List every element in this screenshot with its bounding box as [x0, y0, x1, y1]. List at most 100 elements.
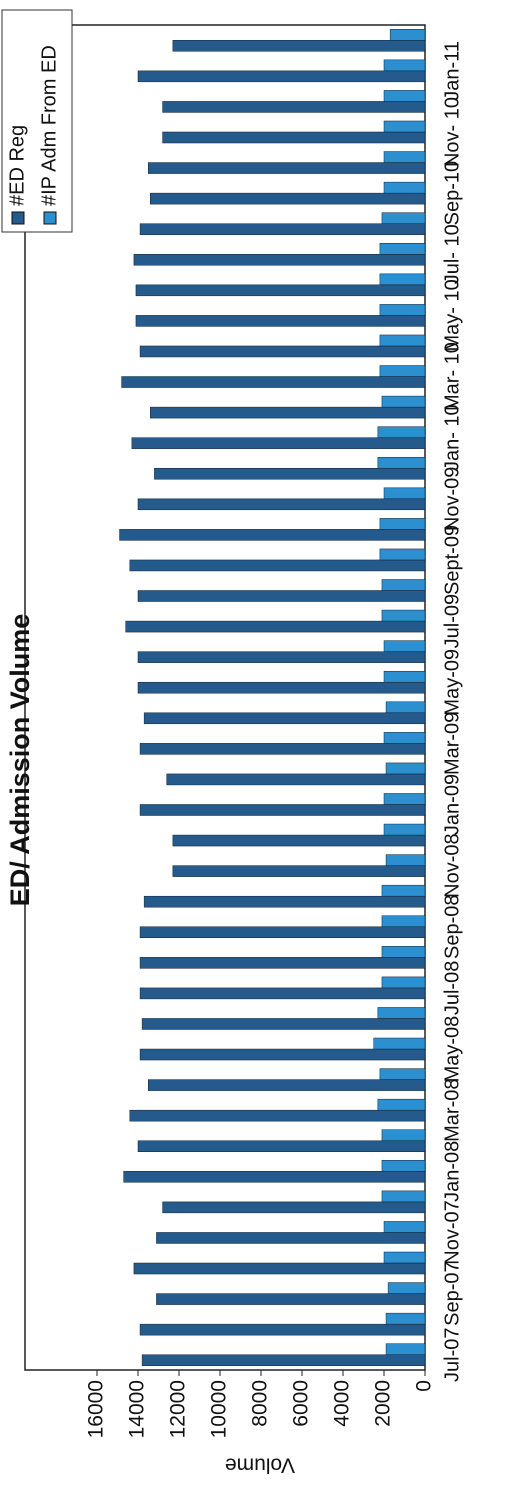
- bar: [125, 620, 426, 633]
- bar: [162, 131, 426, 144]
- bar: [383, 732, 426, 744]
- x-tick-label: Sep-10: [441, 161, 463, 226]
- bar: [381, 915, 426, 928]
- bar: [172, 40, 426, 52]
- bar: [385, 854, 426, 866]
- legend-label: #IP Adm From ED: [38, 45, 60, 206]
- bar: [383, 487, 426, 500]
- y-tick-label: 16000: [85, 1380, 108, 1438]
- bar: [166, 773, 426, 786]
- bar: [379, 334, 426, 347]
- bar: [154, 467, 426, 480]
- bar: [172, 865, 426, 877]
- bar: [162, 1201, 426, 1214]
- bar: [133, 1262, 426, 1275]
- bar: [156, 1293, 426, 1305]
- plot-frame: [24, 24, 426, 1371]
- bar: [383, 823, 426, 836]
- bar: [383, 640, 426, 652]
- x-tick-label: Nov- 10: [441, 97, 463, 167]
- bar: [383, 1221, 426, 1233]
- bar: [133, 254, 426, 266]
- y-tick-label: 6000: [290, 1380, 313, 1427]
- bar: [385, 762, 426, 775]
- bar: [383, 59, 426, 72]
- bar: [377, 1007, 426, 1019]
- bar: [143, 895, 426, 908]
- bar: [379, 365, 426, 377]
- bar: [385, 1343, 426, 1355]
- bar: [381, 395, 426, 408]
- y-tick-label: 2000: [372, 1380, 395, 1427]
- x-tick-label: Jan-08: [441, 1141, 463, 1202]
- bar: [139, 1048, 426, 1061]
- y-tick-label: 8000: [249, 1380, 272, 1427]
- y-tick-label: 0: [413, 1380, 436, 1392]
- bar: [379, 304, 426, 316]
- bar: [381, 946, 426, 958]
- bar: [137, 1140, 426, 1152]
- bar: [137, 70, 426, 83]
- bar: [383, 181, 426, 194]
- bar: [139, 926, 426, 939]
- bar: [148, 1079, 426, 1091]
- bar: [139, 987, 426, 1000]
- bar: [385, 1312, 426, 1325]
- bar: [387, 1282, 426, 1294]
- x-tick-label: Jan- 10: [441, 404, 463, 471]
- bar: [135, 284, 426, 297]
- bar: [139, 804, 426, 816]
- legend-label: #ED Reg: [6, 125, 28, 206]
- bar: [139, 1323, 426, 1336]
- rotated-chart: ED/ Admission Volume Volume 0 2000 4000 600…: [1, 9, 463, 1476]
- bar: [129, 559, 426, 572]
- bar: [381, 609, 426, 622]
- bar: [381, 1190, 426, 1203]
- bar: [383, 151, 426, 163]
- bar: [377, 426, 426, 438]
- bar: [135, 315, 426, 327]
- bar: [139, 957, 426, 969]
- y-tick-label: 10000: [208, 1380, 231, 1438]
- bar: [381, 1129, 426, 1141]
- y-tick-label: 14000: [126, 1380, 149, 1438]
- x-tick-label: Jul-09: [441, 594, 463, 648]
- bar: [379, 548, 426, 561]
- legend-swatch: [43, 211, 57, 225]
- bar: [383, 670, 426, 683]
- x-tick-label: Nov-08: [441, 833, 463, 897]
- bar: [383, 793, 426, 805]
- x-tick-label: Mar-08: [441, 1078, 463, 1141]
- x-tick-label: May-08: [441, 1016, 463, 1083]
- bar: [141, 1018, 426, 1030]
- x-tick-label: Nov-09: [441, 467, 463, 531]
- bar: [123, 1171, 426, 1183]
- x-tick-label: May- 10: [441, 279, 463, 351]
- bar: [383, 120, 426, 133]
- bar: [383, 1251, 426, 1264]
- bar: [379, 1068, 426, 1080]
- bar: [381, 1160, 426, 1172]
- bar: [389, 29, 426, 41]
- bar: [141, 1354, 426, 1366]
- bar: [137, 681, 426, 694]
- x-tick-label: Jul-08: [441, 961, 463, 1015]
- bar: [137, 590, 426, 602]
- bar: [373, 1037, 426, 1050]
- x-tick-label: Jan-09: [441, 774, 463, 835]
- bar: [381, 212, 426, 224]
- legend-box: [1, 9, 73, 233]
- bar: [383, 90, 426, 102]
- bar: [121, 376, 426, 388]
- bar: [129, 1109, 426, 1122]
- legend-swatch: [11, 211, 25, 225]
- bar: [131, 437, 426, 449]
- bar: [119, 529, 426, 541]
- y-tick-label: 4000: [331, 1380, 354, 1427]
- bar: [381, 884, 426, 897]
- bar: [377, 1098, 426, 1111]
- bar: [137, 651, 426, 663]
- bar: [379, 518, 426, 530]
- x-tick-label: Mar- 10: [441, 342, 463, 411]
